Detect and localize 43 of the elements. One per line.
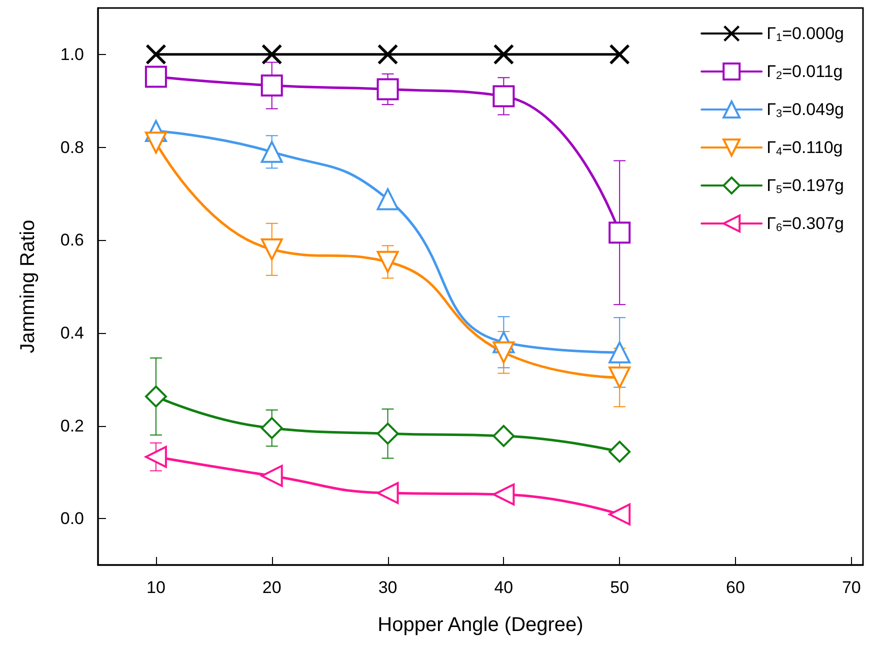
x-tick-label: 60 xyxy=(726,578,745,597)
x-tick-label: 30 xyxy=(378,578,398,597)
y-axis-title: Jamming Ratio xyxy=(17,220,39,354)
x-tick-label: 20 xyxy=(262,578,282,597)
point xyxy=(260,464,283,487)
y-tick-label: 0.8 xyxy=(60,138,84,157)
x-tick-label: 10 xyxy=(146,578,166,597)
y-tick-label: 0.6 xyxy=(60,230,84,250)
point xyxy=(608,503,631,526)
point xyxy=(262,44,282,64)
point xyxy=(492,85,515,108)
y-tick-label: 0.4 xyxy=(60,323,84,342)
point xyxy=(492,424,515,447)
point xyxy=(376,482,399,504)
point xyxy=(494,44,514,64)
x-tick-label: 50 xyxy=(610,578,630,597)
point xyxy=(260,238,283,260)
x-tick-label: 40 xyxy=(494,578,514,597)
point xyxy=(260,417,283,440)
point xyxy=(376,422,399,445)
point xyxy=(146,44,166,64)
point xyxy=(608,440,631,463)
y-tick-label: 0.2 xyxy=(60,416,84,436)
point xyxy=(376,250,399,273)
point xyxy=(492,341,515,364)
x-tick-label: 70 xyxy=(842,578,861,597)
point xyxy=(610,44,630,64)
point xyxy=(492,483,515,506)
point xyxy=(608,341,631,364)
y-tick-label: 1.0 xyxy=(60,44,84,64)
point xyxy=(260,74,283,97)
point xyxy=(144,132,167,154)
x-axis-title: Hopper Angle (Degree) xyxy=(378,614,584,636)
point xyxy=(378,44,398,64)
y-tick-label: 0.0 xyxy=(60,509,84,528)
point xyxy=(144,386,167,408)
point xyxy=(144,66,167,88)
point xyxy=(608,222,631,244)
point xyxy=(376,188,399,210)
point xyxy=(608,366,631,388)
point xyxy=(260,140,283,163)
point xyxy=(376,78,399,100)
point xyxy=(144,446,167,468)
